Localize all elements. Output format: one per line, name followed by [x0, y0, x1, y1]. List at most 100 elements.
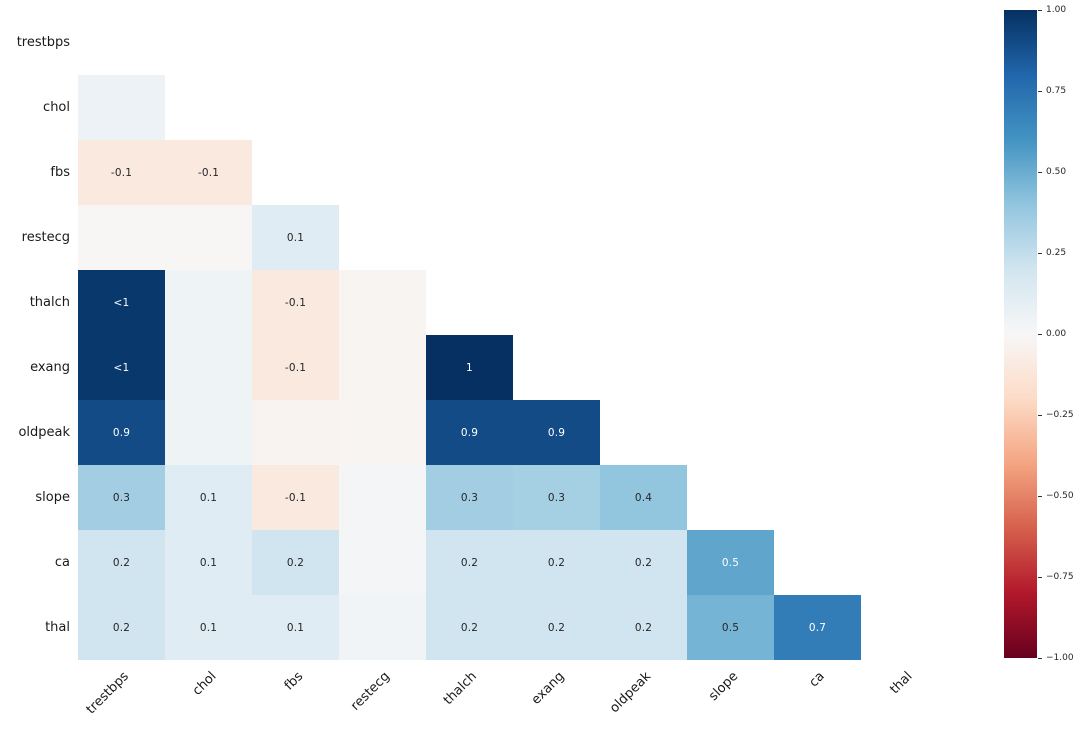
cell-annotation: 0.1	[199, 491, 218, 504]
colorbar-tick	[1038, 415, 1042, 417]
cell-annotation: 0.1	[286, 621, 305, 634]
colorbar-tick	[1038, 658, 1042, 660]
colorbar-tick-label: 1.00	[1046, 5, 1067, 15]
y-axis-label-chol: chol	[43, 100, 70, 115]
cell-annotation: -0.1	[284, 361, 307, 374]
colorbar	[1004, 10, 1037, 658]
cell-annotation: 0.2	[286, 556, 305, 569]
cell-annotation: 0.3	[460, 491, 479, 504]
heatmap-cell-exang-restecg	[339, 335, 426, 400]
cell-annotation: 0.2	[112, 556, 131, 569]
heatmap-cell-ca-slope: 0.5	[687, 530, 774, 595]
x-axis-label-fbs: fbs	[281, 669, 307, 694]
cell-annotation: 0.5	[721, 556, 740, 569]
cell-annotation: 0.9	[460, 426, 479, 439]
heatmap-cell-oldpeak-trestbps: 0.9	[78, 400, 165, 465]
cell-annotation: -0.1	[284, 491, 307, 504]
heatmap-cell-restecg-trestbps	[78, 205, 165, 270]
heatmap-cell-chol-trestbps	[78, 75, 165, 140]
cell-annotation: 0.9	[112, 426, 131, 439]
x-axis-label-exang: exang	[528, 669, 568, 708]
heatmap-cell-slope-thalch: 0.3	[426, 465, 513, 530]
heatmap-cell-thal-thalch: 0.2	[426, 595, 513, 660]
cell-annotation: 0.2	[460, 556, 479, 569]
y-axis-label-oldpeak: oldpeak	[18, 425, 70, 440]
colorbar-tick	[1038, 10, 1042, 12]
heatmap-cell-exang-fbs: -0.1	[252, 335, 339, 400]
colorbar-tick	[1038, 253, 1042, 255]
heatmap-cell-restecg-chol	[165, 205, 252, 270]
heatmap-cell-thalch-chol	[165, 270, 252, 335]
colorbar-tick-label: 0.25	[1046, 248, 1067, 258]
heatmap-cell-slope-restecg	[339, 465, 426, 530]
x-axis-label-chol: chol	[189, 669, 220, 699]
cell-annotation: 0.1	[199, 556, 218, 569]
cell-annotation: 0.7	[808, 621, 827, 634]
x-axis-label-thal: thal	[886, 669, 916, 698]
cell-annotation: 0.3	[112, 491, 131, 504]
cell-annotation: <1	[113, 296, 130, 309]
heatmap-cell-slope-exang: 0.3	[513, 465, 600, 530]
x-axis-label-slope: slope	[706, 669, 742, 705]
heatmap-cell-thal-slope: 0.5	[687, 595, 774, 660]
cell-annotation: 0.4	[634, 491, 653, 504]
cell-annotation: <1	[113, 361, 130, 374]
heatmap-cell-thal-oldpeak: 0.2	[600, 595, 687, 660]
colorbar-tick	[1038, 91, 1042, 93]
cell-annotation: 1	[466, 361, 473, 374]
heatmap-cell-oldpeak-thalch: 0.9	[426, 400, 513, 465]
x-axis-label-thalch: thalch	[440, 669, 481, 709]
y-axis-label-exang: exang	[30, 360, 70, 375]
heatmap-cell-fbs-trestbps: -0.1	[78, 140, 165, 205]
y-axis-label-restecg: restecg	[21, 230, 70, 245]
y-axis-label-slope: slope	[35, 490, 70, 505]
cell-annotation: 0.2	[460, 621, 479, 634]
heatmap-cell-exang-chol	[165, 335, 252, 400]
heatmap-cell-thal-fbs: 0.1	[252, 595, 339, 660]
colorbar-tick	[1038, 334, 1042, 336]
x-axis-label-oldpeak: oldpeak	[607, 669, 655, 717]
cell-annotation: 0.5	[721, 621, 740, 634]
colorbar-tick-label: 0.00	[1046, 329, 1067, 339]
x-axis-label-ca: ca	[806, 669, 829, 691]
colorbar-tick-label: 0.75	[1046, 86, 1067, 96]
heatmap-cell-ca-chol: 0.1	[165, 530, 252, 595]
cell-annotation: 0.9	[547, 426, 566, 439]
colorbar-tick	[1038, 577, 1042, 579]
heatmap-cell-ca-fbs: 0.2	[252, 530, 339, 595]
heatmap-cell-thal-chol: 0.1	[165, 595, 252, 660]
cell-annotation: 0.2	[112, 621, 131, 634]
cell-annotation: 0.3	[547, 491, 566, 504]
heatmap-cell-oldpeak-restecg	[339, 400, 426, 465]
heatmap-cell-slope-fbs: -0.1	[252, 465, 339, 530]
heatmap-cell-thal-restecg	[339, 595, 426, 660]
heatmap-cell-oldpeak-fbs	[252, 400, 339, 465]
cell-annotation: 0.2	[634, 621, 653, 634]
heatmap-cell-ca-thalch: 0.2	[426, 530, 513, 595]
heatmap-cell-thalch-fbs: -0.1	[252, 270, 339, 335]
y-axis-label-thalch: thalch	[29, 295, 70, 310]
cell-annotation: -0.1	[284, 296, 307, 309]
heatmap-cell-thal-trestbps: 0.2	[78, 595, 165, 660]
heatmap-cell-slope-chol: 0.1	[165, 465, 252, 530]
colorbar-tick-label: −0.50	[1046, 491, 1074, 501]
heatmap-cell-restecg-fbs: 0.1	[252, 205, 339, 270]
y-axis-label-fbs: fbs	[50, 165, 70, 180]
cell-annotation: 0.2	[634, 556, 653, 569]
colorbar-tick-label: −0.25	[1046, 410, 1074, 420]
x-axis-label-trestbps: trestbps	[83, 669, 133, 718]
x-axis-label-restecg: restecg	[348, 669, 394, 714]
heatmap-cell-thalch-restecg	[339, 270, 426, 335]
cell-annotation: 0.1	[286, 231, 305, 244]
cell-annotation: 0.2	[547, 621, 566, 634]
colorbar-tick	[1038, 496, 1042, 498]
heatmap-cell-oldpeak-exang: 0.9	[513, 400, 600, 465]
heatmap-cell-thal-ca: 0.7	[774, 595, 861, 660]
heatmap-cell-exang-thalch: 1	[426, 335, 513, 400]
heatmap-cell-slope-trestbps: 0.3	[78, 465, 165, 530]
cell-annotation: -0.1	[197, 166, 220, 179]
heatmap-cell-thalch-trestbps: <1	[78, 270, 165, 335]
colorbar-tick-label: −0.75	[1046, 572, 1074, 582]
cell-annotation: -0.1	[110, 166, 133, 179]
